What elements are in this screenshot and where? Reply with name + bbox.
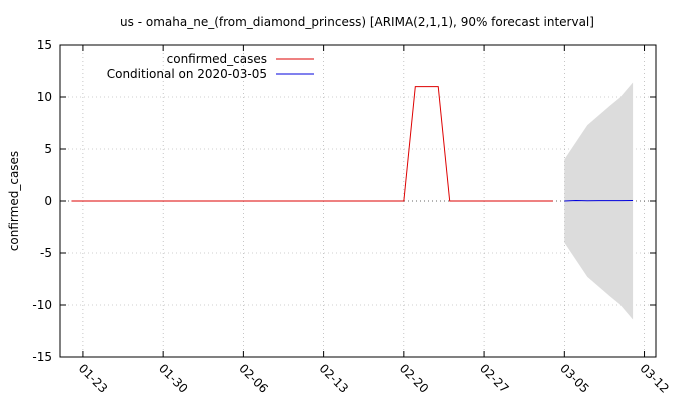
chart-title: us - omaha_ne_(from_diamond_princess) [A… xyxy=(120,15,594,29)
x-tick-label: 02-13 xyxy=(316,361,351,396)
y-tick-label: 5 xyxy=(44,142,52,156)
x-tick-label: 03-12 xyxy=(637,361,672,396)
plot-frame xyxy=(59,44,657,358)
axes xyxy=(59,44,657,358)
y-tick-label: 15 xyxy=(37,38,52,52)
series-line-1 xyxy=(564,199,634,202)
y-tick-label: -10 xyxy=(32,298,52,312)
series-line-0 xyxy=(71,86,553,202)
x-tick-label: 02-27 xyxy=(477,361,512,396)
y-tick-label: 10 xyxy=(37,90,52,104)
x-tick-label: 02-20 xyxy=(397,361,432,396)
series-layer xyxy=(71,86,634,202)
x-tick-label: 03-05 xyxy=(557,361,592,396)
legend-label: confirmed_cases xyxy=(167,52,267,66)
y-tick-label: -15 xyxy=(32,350,52,364)
x-tick-label: 01-30 xyxy=(156,361,191,396)
y-tick-label: -5 xyxy=(40,246,52,260)
y-axis-label: confirmed_cases xyxy=(7,151,21,251)
x-tick-label: 01-23 xyxy=(76,361,111,396)
y-tick-label: 0 xyxy=(44,194,52,208)
x-tick-label: 02-06 xyxy=(236,361,271,396)
legend-label: Conditional on 2020-03-05 xyxy=(107,67,267,81)
